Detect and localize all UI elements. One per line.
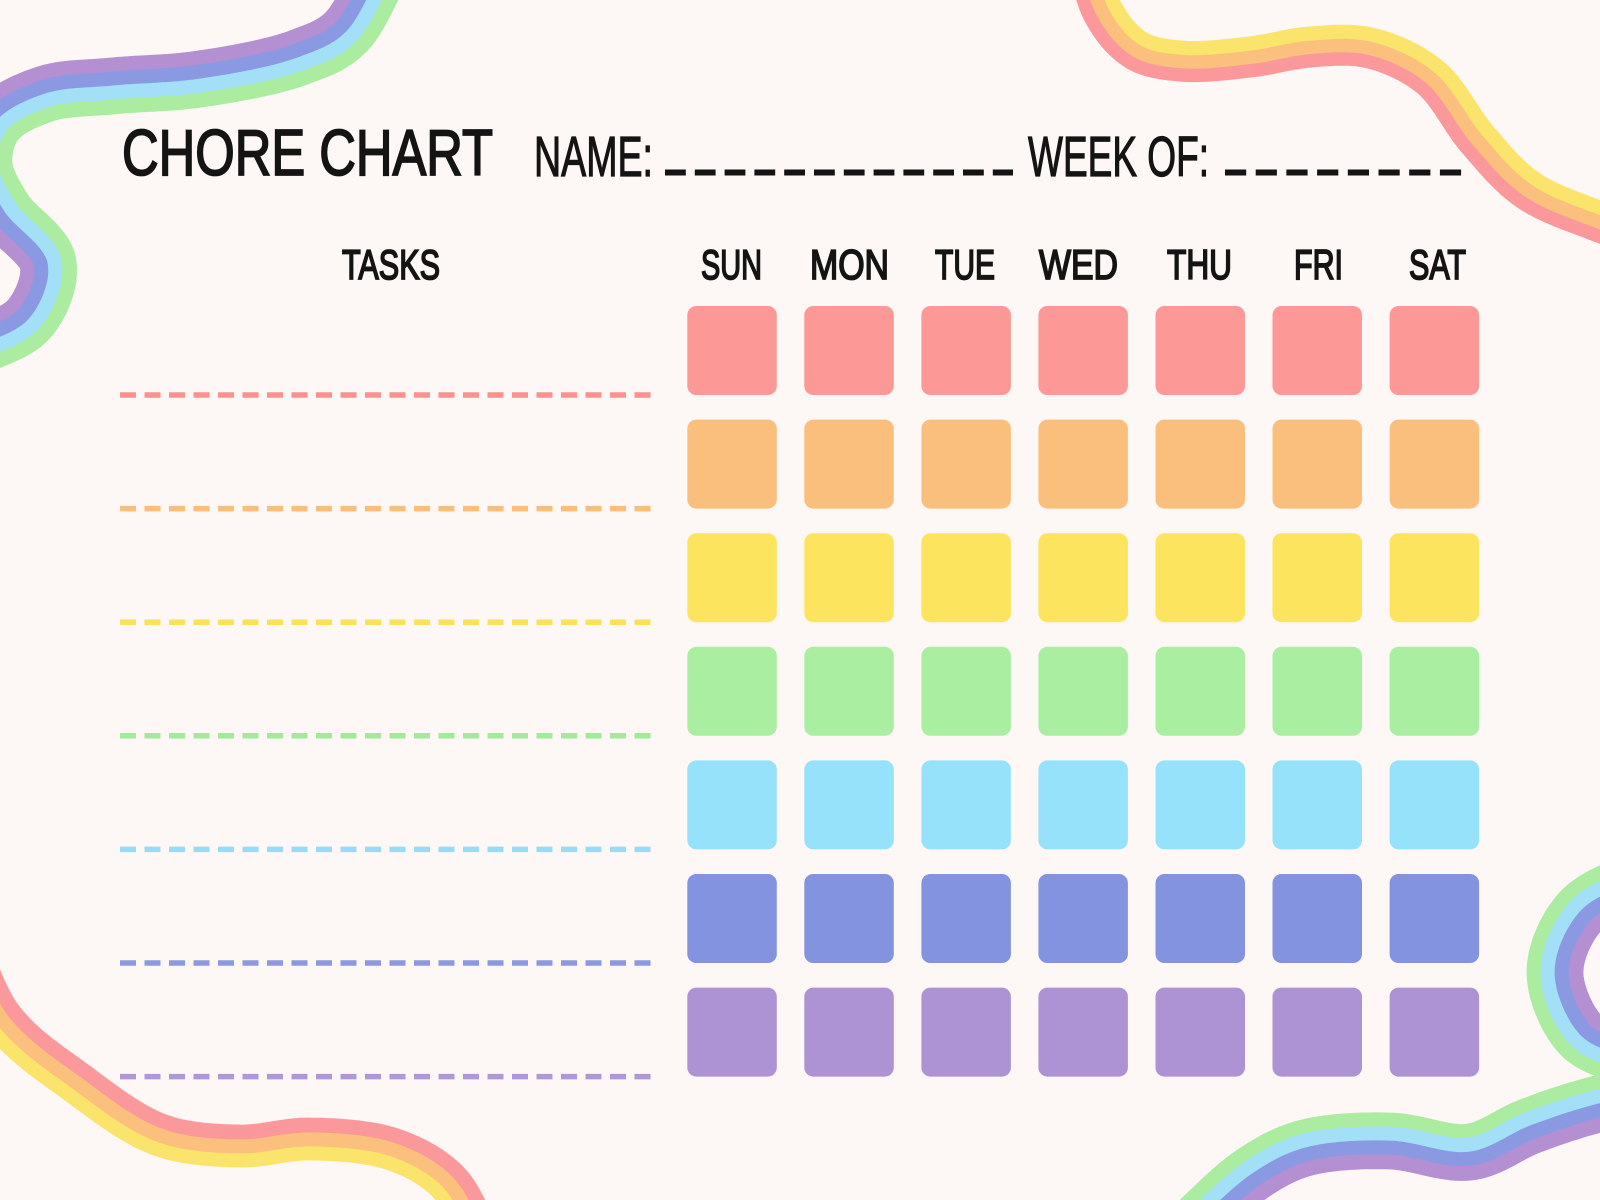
svg-text:CHORE CHART: CHORE CHART <box>122 116 493 189</box>
svg-text:TUE: TUE <box>935 241 995 288</box>
svg-text:WED: WED <box>1039 241 1118 288</box>
svg-text:SAT: SAT <box>1409 241 1466 288</box>
svg-text:THU: THU <box>1167 241 1232 288</box>
svg-text:WEEK OF:: WEEK OF: <box>1028 125 1209 189</box>
svg-text:MON: MON <box>810 241 889 288</box>
svg-text:TASKS: TASKS <box>342 241 440 288</box>
svg-text:SUN: SUN <box>701 241 762 288</box>
svg-text:NAME:: NAME: <box>534 125 653 189</box>
svg-text:FRI: FRI <box>1294 241 1343 288</box>
